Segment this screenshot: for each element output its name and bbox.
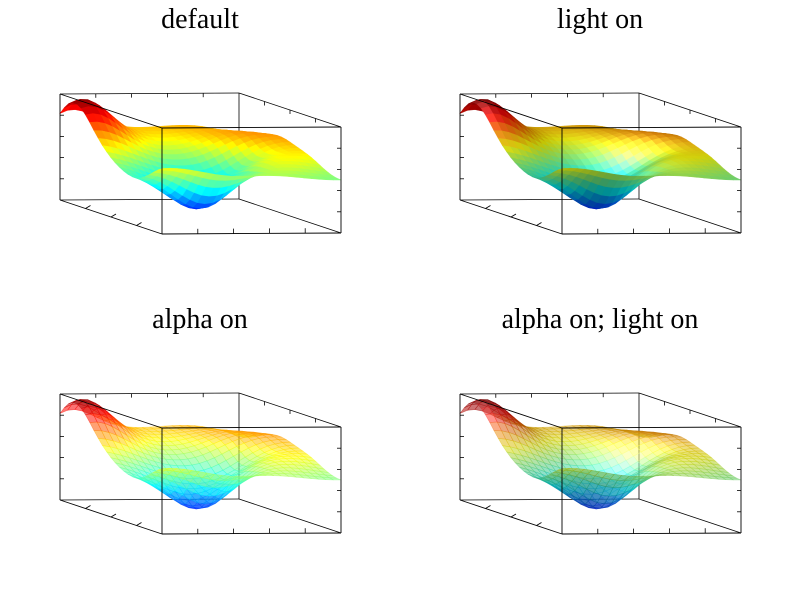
surface-panel: alpha on; light on xyxy=(400,300,800,600)
box-front-edges xyxy=(59,393,342,535)
panel-title: light on xyxy=(556,4,644,35)
panel-title: default xyxy=(161,4,239,35)
panel-title: alpha on xyxy=(152,304,248,335)
surface-plot xyxy=(59,392,342,535)
panel-title: alpha on; light on xyxy=(501,304,699,335)
surface-plot xyxy=(459,392,742,535)
surface-panel: light on xyxy=(400,0,800,300)
surface-mesh xyxy=(459,399,742,510)
box-front-edges xyxy=(459,93,742,235)
box-front-edges xyxy=(459,393,742,535)
surface-mesh xyxy=(59,99,342,210)
surface-panel: alpha on xyxy=(0,300,400,600)
surface-plot xyxy=(459,92,742,235)
surface-panel: default xyxy=(0,0,400,300)
surface-plot xyxy=(59,92,342,235)
surface-mesh xyxy=(59,399,342,510)
surface-mesh xyxy=(459,99,742,210)
box-front-edges xyxy=(59,93,342,235)
